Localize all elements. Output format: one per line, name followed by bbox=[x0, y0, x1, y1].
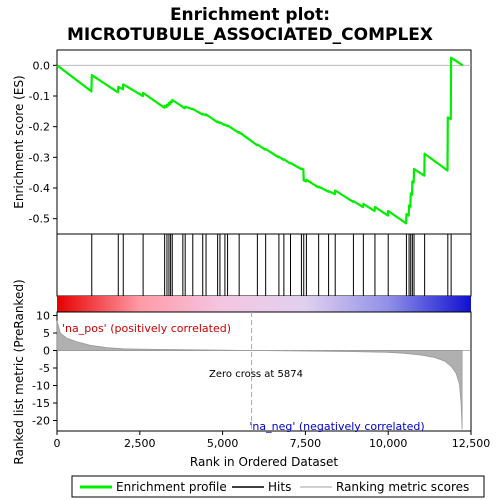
metric-y-tick-label: -5 bbox=[39, 362, 50, 375]
x-tick-label: 2,500 bbox=[124, 437, 156, 450]
x-tick-label: 0 bbox=[54, 437, 61, 450]
es-y-tick-label: -0.4 bbox=[29, 182, 50, 195]
metric-y-tick-label: -20 bbox=[32, 415, 50, 428]
hits-panel bbox=[56, 233, 472, 297]
es-curve-line bbox=[56, 56, 464, 225]
metric-y-tick-label: 10 bbox=[36, 310, 50, 323]
es-y-tick-label: 0.0 bbox=[33, 59, 51, 72]
es-y-tick-label: -0.2 bbox=[29, 121, 50, 134]
metric-panel bbox=[56, 311, 472, 432]
legend: Enrichment profile Hits Ranking metric s… bbox=[71, 475, 485, 498]
hits-group bbox=[91, 234, 452, 296]
rank-gradient-bar bbox=[57, 296, 471, 312]
es-panel bbox=[56, 49, 472, 235]
metric-y-tick-label: 0 bbox=[43, 345, 50, 358]
pos-label: 'na_pos' (positively correlated) bbox=[62, 322, 231, 335]
zero-cross-label: Zero cross at 5874 bbox=[209, 369, 303, 380]
metric-y-axis-label: Ranked list metric (PreRanked) bbox=[12, 279, 26, 464]
metric-y-tick-label: 5 bbox=[43, 327, 50, 340]
metric-y-tick-label: -10 bbox=[32, 380, 50, 393]
legend-metric-label: Ranking metric scores bbox=[336, 480, 469, 494]
x-tick-label: 7,500 bbox=[290, 437, 322, 450]
metric-area bbox=[56, 320, 463, 430]
legend-es-label: Enrichment profile bbox=[116, 480, 227, 494]
es-y-axis-label: Enrichment score (ES) bbox=[12, 75, 26, 208]
x-axis-label: Rank in Ordered Dataset bbox=[190, 455, 338, 469]
es-y-tick-label: -0.3 bbox=[29, 151, 50, 164]
es-y-tick-label: -0.5 bbox=[29, 213, 50, 226]
chart-title-line-1: Enrichment plot: bbox=[170, 5, 330, 25]
es-y-axis: 0.0 -0.1 -0.2 -0.3 -0.4 -0.5 bbox=[29, 59, 57, 226]
metric-area-group bbox=[56, 312, 471, 431]
gradient-rect bbox=[57, 296, 471, 312]
legend-hits-label: Hits bbox=[268, 480, 291, 494]
x-tick-label: 10,000 bbox=[369, 437, 408, 450]
es-curve-group bbox=[56, 56, 464, 225]
x-axis: 0 2,500 5,000 7,500 10,000 12,500 bbox=[54, 431, 491, 450]
es-y-tick-label: -0.1 bbox=[29, 90, 50, 103]
x-tick-label: 12,500 bbox=[452, 437, 491, 450]
metric-y-tick-label: -15 bbox=[32, 397, 50, 410]
x-tick-label: 5,000 bbox=[207, 437, 239, 450]
neg-label: 'na_neg' (negatively correlated) bbox=[249, 420, 424, 433]
legend-box bbox=[71, 475, 485, 498]
metric-y-axis: 10 5 0 -5 -10 -15 -20 bbox=[32, 310, 57, 428]
chart-title-line-2: MICROTUBULE_ASSOCIATED_COMPLEX bbox=[67, 25, 433, 45]
